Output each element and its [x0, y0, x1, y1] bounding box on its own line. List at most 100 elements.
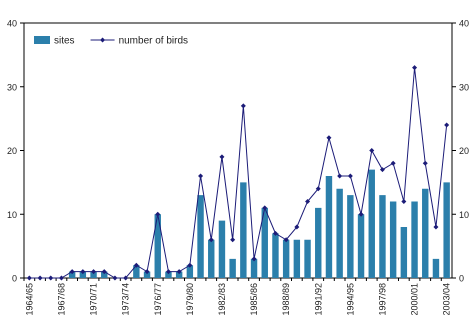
bar: [218, 220, 226, 278]
line-marker: [80, 269, 86, 275]
line-marker: [412, 65, 418, 71]
line-marker: [198, 173, 204, 179]
line-marker: [358, 211, 364, 217]
line-marker: [58, 275, 64, 281]
line-marker: [422, 160, 428, 166]
line-marker: [433, 224, 439, 230]
y2-tick-label: 0: [459, 274, 464, 284]
bar: [368, 169, 375, 278]
bar: [379, 195, 386, 278]
x-tick-label: 1994/95: [345, 283, 355, 316]
plot-frame: [23, 22, 453, 279]
legend-swatch: [34, 36, 50, 44]
bar: [143, 271, 151, 278]
y2-tick-label: 10: [459, 210, 469, 220]
bar: [400, 227, 408, 278]
bar: [357, 214, 365, 278]
line-marker: [379, 167, 385, 173]
bar: [229, 258, 236, 278]
line-marker: [144, 269, 150, 275]
bar: [272, 233, 279, 278]
x-tick-label: 1979/80: [185, 283, 195, 316]
bar: [133, 265, 140, 278]
line-marker: [230, 237, 236, 243]
line-marker: [369, 148, 375, 153]
x-tick-label: 2003/04: [442, 283, 452, 316]
line-marker: [176, 269, 182, 275]
bar: [90, 271, 97, 278]
y-tick-label: 10: [7, 210, 17, 220]
bar: [304, 239, 311, 278]
bar: [154, 214, 161, 278]
legend-label: number of birds: [119, 36, 188, 47]
bar: [165, 271, 172, 278]
y-tick-label: 0: [12, 274, 17, 284]
x-tick-label: 1985/86: [249, 283, 259, 316]
line-marker: [240, 103, 246, 109]
bar: [411, 201, 418, 278]
bar: [389, 201, 397, 278]
line-marker: [390, 160, 396, 166]
line-marker: [401, 199, 407, 204]
x-tick-label: 1964/65: [24, 283, 34, 316]
line-marker: [48, 275, 54, 281]
bar: [208, 239, 215, 278]
line-marker: [444, 122, 450, 128]
bar: [68, 271, 76, 278]
bar: [79, 271, 87, 278]
y-tick-label: 20: [7, 146, 17, 156]
bar: [240, 182, 247, 278]
y-tick-label: 30: [7, 82, 17, 92]
line-marker: [26, 275, 32, 281]
bar: [422, 188, 429, 278]
x-tick-label: 1997/98: [377, 283, 387, 316]
bar: [186, 265, 194, 278]
line-marker: [123, 275, 129, 281]
line-marker: [165, 269, 171, 275]
x-tick-label: 1991/92: [313, 283, 323, 316]
line-marker: [101, 269, 107, 275]
bar: [175, 271, 183, 278]
line-marker: [305, 199, 311, 204]
line-marker: [272, 230, 278, 236]
bar: [197, 195, 204, 278]
bar: [101, 271, 108, 278]
bar: [282, 239, 290, 278]
line-marker: [155, 211, 161, 217]
x-tick-label: 1970/71: [89, 283, 99, 316]
line-marker: [37, 275, 43, 281]
bar: [347, 195, 354, 278]
bar: [293, 239, 301, 278]
line-marker: [337, 173, 343, 179]
line-marker: [283, 237, 289, 243]
x-tick-label: 1982/83: [217, 283, 227, 316]
bar: [250, 258, 258, 278]
legend-swatch: [100, 37, 106, 43]
bar: [336, 188, 343, 278]
x-tick-label: 1973/74: [121, 283, 131, 316]
line-marker: [219, 154, 225, 160]
line-marker: [326, 135, 332, 141]
y-tick-label: 40: [7, 19, 17, 29]
bar: [432, 258, 440, 278]
y2-tick-label: 30: [459, 82, 469, 92]
line-marker: [347, 173, 353, 179]
x-tick-label: 1976/77: [153, 283, 163, 316]
line-marker: [208, 237, 214, 243]
bar: [325, 176, 333, 278]
line-marker: [69, 269, 75, 275]
y2-tick-label: 20: [459, 146, 469, 156]
line-marker: [251, 256, 257, 262]
line-marker: [91, 269, 97, 275]
line-marker: [187, 262, 193, 268]
y2-tick-label: 40: [459, 19, 469, 29]
line-marker: [112, 275, 118, 281]
line-marker: [262, 205, 268, 211]
bar: [443, 182, 450, 278]
line: [29, 67, 448, 279]
line-marker: [294, 224, 300, 230]
x-tick-label: 1967/68: [56, 283, 66, 316]
x-tick-label: 2000/01: [410, 283, 420, 316]
bar: [261, 207, 268, 278]
